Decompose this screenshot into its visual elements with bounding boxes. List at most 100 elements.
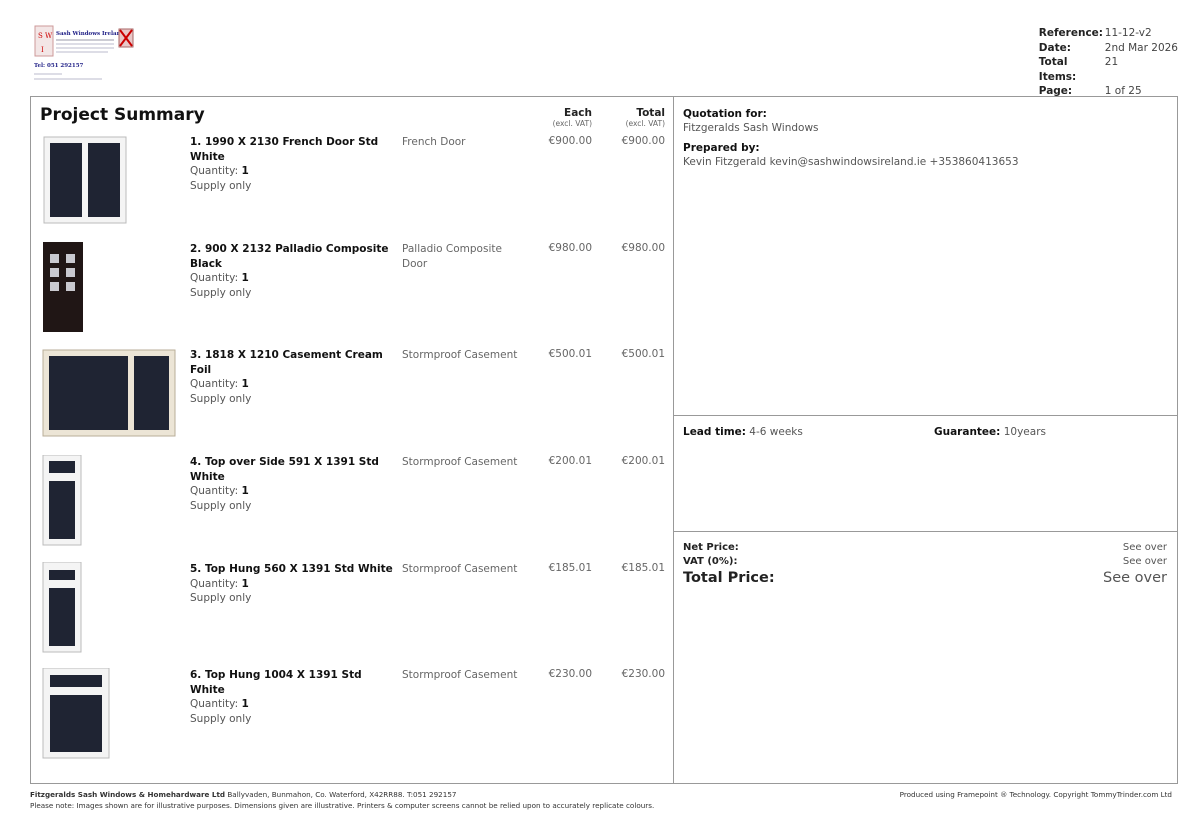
item-type: French Door	[402, 136, 466, 148]
supply-note: Supply only	[190, 592, 252, 604]
quantity-value: 1	[241, 577, 249, 590]
quotation-details: Quotation for: Fitzgeralds Sash Windows …	[683, 107, 1163, 169]
each-label: Each	[564, 107, 592, 119]
total-column-header: Total (excl. VAT)	[595, 107, 665, 128]
item-total-price: €230.00	[621, 668, 665, 680]
item-type: Stormproof Casement	[402, 349, 518, 361]
summary-frame	[30, 96, 1178, 784]
svg-text:S: S	[38, 32, 43, 40]
total-price-label: Total Price:	[683, 570, 775, 586]
vat-value: See over	[1122, 556, 1167, 567]
total-items-label: Total Items:	[1038, 56, 1077, 83]
svg-text:Sash Windows Ireland: Sash Windows Ireland	[56, 31, 125, 37]
item-each-price: €900.00	[548, 135, 592, 147]
product-image	[40, 348, 180, 443]
svg-text:I: I	[41, 46, 44, 54]
quantity-value: 1	[241, 485, 249, 497]
line-item: 6. Top Hung 1004 X 1391 Std White Quantit…	[40, 667, 670, 768]
supply-note: Supply only	[190, 392, 252, 405]
item-details: 5. Top Hung 560 X 1391 Std White Quantity…	[190, 562, 395, 606]
item-type: Stormproof Casement	[402, 456, 518, 468]
supply-note: Supply only	[190, 712, 252, 725]
item-total-price: €980.00	[621, 242, 665, 254]
excl-vat-note: (excl. VAT)	[625, 119, 665, 128]
divider	[673, 415, 1178, 416]
reference-label: Reference:	[1038, 27, 1103, 39]
column-divider	[673, 96, 674, 784]
lead-time: Lead time: 4-6 weeks	[683, 425, 803, 439]
item-name: 5. Top Hung 560 X 1391 Std White	[190, 563, 393, 575]
line-item: 5. Top Hung 560 X 1391 Std White Quantity…	[40, 561, 670, 662]
quotation-for-label: Quotation for:	[683, 108, 767, 120]
guarantee: Guarantee: 10years	[934, 425, 1046, 439]
item-each-price: €185.01	[548, 562, 592, 574]
quantity-label: Quantity:	[190, 165, 239, 177]
item-total-price: €500.01	[621, 348, 665, 360]
item-details: 2. 900 X 2132 Palladio Composite Black Qu…	[190, 242, 395, 300]
footer-address: Ballyvaden, Bunmahon, Co. Waterford, X42…	[227, 790, 457, 799]
footer-company: Fitzgeralds Sash Windows & Homehardware …	[30, 790, 226, 799]
svg-text:Tel: 051 292157: Tel: 051 292157	[34, 63, 84, 69]
product-image	[40, 135, 180, 230]
item-type: Stormproof Casement	[402, 563, 518, 575]
vat-label: VAT (0%):	[683, 556, 738, 567]
footer-company-line: Fitzgeralds Sash Windows & Homehardware …	[30, 790, 456, 799]
each-column-header: Each (excl. VAT)	[520, 107, 592, 128]
product-image	[40, 242, 180, 337]
item-each-price: €500.01	[548, 348, 592, 360]
item-total-price: €200.01	[621, 455, 665, 467]
item-type: Stormproof Casement	[402, 669, 518, 681]
quantity-label: Quantity:	[190, 698, 239, 710]
date-value: 2nd Mar 2026	[1104, 41, 1178, 54]
supply-note: Supply only	[190, 179, 252, 192]
svg-text:W: W	[45, 32, 53, 40]
item-each-price: €980.00	[548, 242, 592, 254]
quantity-value: 1	[241, 698, 249, 710]
quote-meta: Reference: 11-12-v2 Date: 2nd Mar 2026 Tot…	[1039, 26, 1178, 99]
page-title: Project Summary	[40, 105, 205, 125]
date-label: Date:	[1038, 41, 1071, 54]
quantity-label: Quantity:	[190, 577, 239, 590]
guarantee-label: Guarantee:	[934, 426, 1001, 438]
supply-note: Supply only	[190, 499, 252, 512]
divider	[673, 531, 1178, 532]
total-label: Total	[636, 107, 665, 119]
quantity-value: 1	[241, 378, 249, 390]
footer-note: Please note: Images shown are for illust…	[30, 801, 655, 810]
lead-time-value: 4-6 weeks	[749, 426, 803, 438]
net-price-value: See over	[1122, 542, 1167, 553]
price-summary: Net Price: See over VAT (0%): See over Tot…	[683, 541, 1167, 587]
page-value: 1 of 25	[1104, 85, 1142, 97]
quantity-value: 1	[241, 272, 249, 284]
item-name: 2. 900 X 2132 Palladio Composite Black	[190, 243, 389, 270]
quotation-for-value: Fitzgeralds Sash Windows	[683, 122, 819, 134]
quantity-label: Quantity:	[190, 485, 239, 497]
item-each-price: €230.00	[548, 668, 592, 680]
item-details: 3. 1818 X 1210 Casement Cream Foil Quanti…	[190, 348, 395, 406]
reference-value: 11-12-v2	[1104, 27, 1152, 39]
product-image	[40, 561, 180, 657]
item-name: 1. 1990 X 2130 French Door Std White	[190, 136, 379, 163]
lead-time-label: Lead time:	[683, 426, 746, 438]
item-each-price: €200.01	[548, 455, 592, 467]
line-item: 1. 1990 X 2130 French Door Std White Quan…	[40, 135, 670, 235]
item-name: 3. 1818 X 1210 Casement Cream Foil	[190, 349, 383, 376]
net-price-label: Net Price:	[683, 542, 739, 553]
excl-vat-note: (excl. VAT)	[552, 119, 592, 128]
supply-note: Supply only	[190, 286, 252, 299]
total-price-value: See over	[1103, 570, 1167, 586]
company-logo: S W I Sash Windows Ireland Tel: 051 2921…	[32, 24, 138, 84]
prepared-by-label: Prepared by:	[683, 142, 760, 154]
product-image	[40, 454, 180, 550]
item-type: Palladio Composite Door	[402, 243, 502, 270]
prepared-by-value: Kevin Fitzgerald kevin@sashwindowsirelan…	[683, 156, 1019, 168]
item-total-price: €900.00	[621, 135, 665, 147]
product-image	[40, 667, 180, 763]
quantity-label: Quantity:	[190, 272, 239, 284]
item-details: 6. Top Hung 1004 X 1391 Std White Quantit…	[190, 668, 395, 726]
line-item: 4. Top over Side 591 X 1391 Std White Qua…	[40, 454, 670, 555]
total-items-value: 21	[1104, 56, 1119, 68]
quantity-label: Quantity:	[190, 378, 239, 390]
item-total-price: €185.01	[621, 562, 665, 574]
line-item: 2. 900 X 2132 Palladio Composite Black Qu…	[40, 242, 670, 342]
